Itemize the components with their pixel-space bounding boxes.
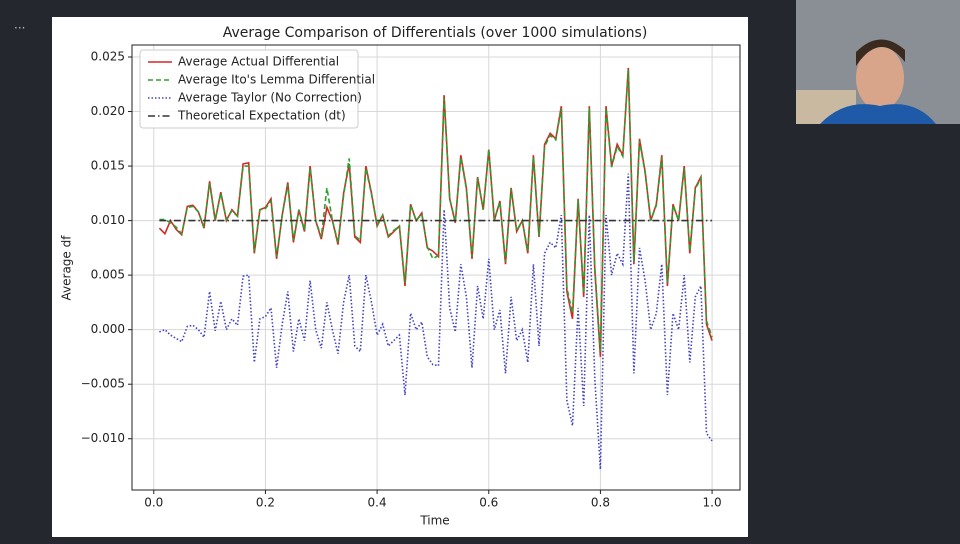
axes-frame [131, 44, 741, 491]
shirt [820, 104, 936, 124]
legend-label: Theoretical Expectation (dt) [177, 109, 346, 123]
x-tick-label: 1.0 [703, 496, 722, 510]
x-tick-label: 0.8 [591, 496, 610, 510]
chart-title: Average Comparison of Differentials (ove… [223, 25, 648, 41]
series-line [159, 173, 713, 470]
y-tick-label: −0.005 [81, 377, 125, 391]
y-axis-label: Average df [60, 235, 74, 301]
menu-dots[interactable]: ... [14, 18, 25, 32]
legend-box [139, 49, 359, 129]
y-tick-label: −0.010 [81, 431, 125, 445]
x-axis-label: Time [419, 514, 449, 528]
y-tick-label: 0.005 [91, 268, 125, 282]
face [856, 46, 904, 110]
y-tick-label: 0.000 [91, 322, 125, 336]
y-tick-label: 0.010 [91, 213, 125, 227]
plot: −0.010 −0.005 0.000 0.005 0.010 0.015 0.020 0.0… [81, 44, 741, 510]
x-tick-label: 0.4 [368, 496, 387, 510]
legend-label: Average Taylor (No Correction) [178, 91, 362, 105]
legend-label: Average Ito's Lemma Differential [178, 73, 375, 87]
series-line [159, 70, 713, 352]
x-tick-label: 0.2 [256, 496, 275, 510]
webcam [796, 0, 960, 124]
legend-label: Average Actual Differential [178, 55, 339, 69]
hair [856, 39, 905, 66]
y-tick-label: 0.020 [91, 104, 125, 118]
x-tick-label: 0.0 [144, 496, 163, 510]
x-tick-label: 0.6 [479, 496, 498, 510]
y-tick-label: 0.025 [91, 49, 125, 63]
y-tick-label: 0.015 [91, 159, 125, 173]
legend: Average Actual Differential Average Ito's… [139, 49, 375, 129]
